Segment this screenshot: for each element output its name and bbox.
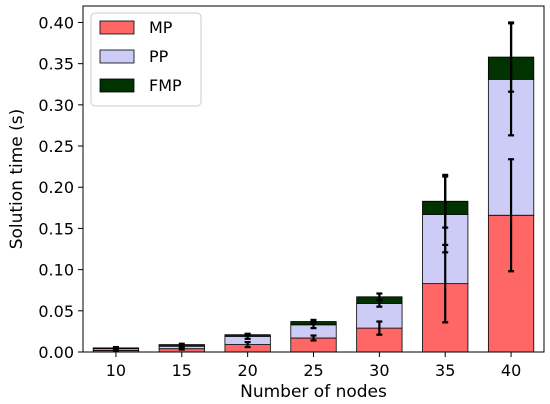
y-tick-label: 0.25 — [38, 137, 74, 156]
legend-label-mp: MP — [149, 18, 173, 37]
y-tick-label: 0.00 — [38, 343, 74, 362]
x-tick-label: 20 — [237, 361, 257, 380]
x-tick-label: 10 — [106, 361, 126, 380]
y-tick-label: 0.40 — [38, 13, 74, 32]
y-tick-label: 0.30 — [38, 96, 74, 115]
legend-swatch-mp — [99, 20, 135, 35]
y-axis: 0.00 0.05 0.10 0.15 0.20 0.25 0.30 0.35 0.40 — [38, 13, 83, 362]
legend-label-fmp: FMP — [149, 76, 182, 95]
legend-swatch-fmp — [99, 78, 135, 93]
y-axis-title: Solution time (s) — [7, 109, 27, 250]
error-bars-layer — [112, 21, 515, 353]
y-tick-label: 0.20 — [38, 178, 74, 197]
y-tick-label: 0.35 — [38, 55, 74, 74]
x-tick-label: 25 — [303, 361, 323, 380]
x-axis-title: Number of nodes — [240, 382, 387, 402]
x-tick-label: 30 — [369, 361, 389, 380]
y-tick-label: 0.05 — [38, 302, 74, 321]
legend: MP PP FMP — [90, 12, 202, 107]
y-tick-label: 0.15 — [38, 219, 74, 238]
legend-label-pp: PP — [149, 47, 169, 66]
x-tick-label: 40 — [501, 361, 521, 380]
x-tick-label: 35 — [435, 361, 455, 380]
legend-swatch-pp — [99, 49, 135, 64]
x-tick-label: 15 — [172, 361, 192, 380]
y-tick-label: 0.10 — [38, 261, 74, 280]
x-axis: 10 15 20 25 30 35 40 — [106, 352, 521, 380]
